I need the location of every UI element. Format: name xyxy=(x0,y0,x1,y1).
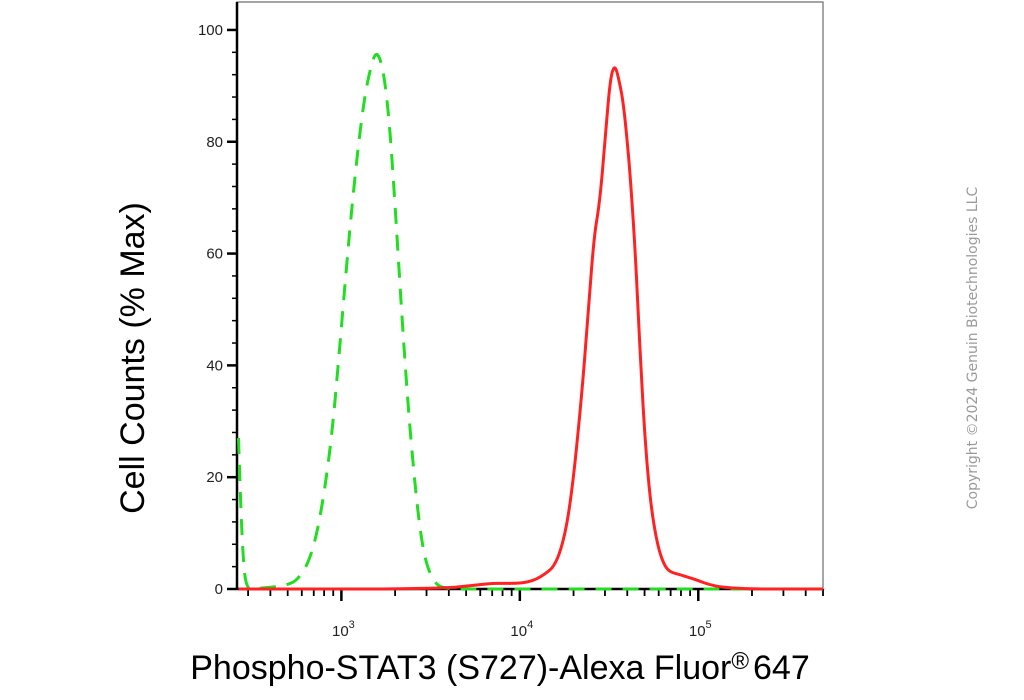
copyright-watermark: Copyright ©2024 Genuin Biotechnologies L… xyxy=(965,187,981,510)
y-tick-label: 80 xyxy=(206,134,223,151)
y-tick-label: 0 xyxy=(215,581,223,598)
x-tick-label: 103 xyxy=(332,619,355,640)
plot-frame xyxy=(235,1,824,591)
x-tick-exponent: 5 xyxy=(706,619,712,631)
x-axis-title-main: Phospho-STAT3 (S727)-Alexa Fluor xyxy=(190,649,731,687)
x-axis-title-suffix: 647 xyxy=(753,649,810,687)
y-tick-label: 100 xyxy=(198,22,223,39)
x-tick-base: 10 xyxy=(510,623,527,640)
x-axis: 103 104 105 xyxy=(247,589,824,640)
x-tick-exponent: 4 xyxy=(527,619,533,631)
x-tick-base: 10 xyxy=(689,623,706,640)
series-layer xyxy=(237,52,823,591)
x-tick-label: 104 xyxy=(510,619,533,640)
x-axis-title: Phospho-STAT3 (S727)-Alexa Fluor® 647 xyxy=(190,648,810,687)
x-tick-base: 10 xyxy=(332,623,349,640)
y-tick-label: 60 xyxy=(206,246,223,263)
y-axis-title: Cell Counts (% Max) xyxy=(114,202,152,514)
y-tick-label: 40 xyxy=(206,357,223,374)
series-line-dashed xyxy=(237,52,823,591)
series-line-solid xyxy=(238,66,823,591)
plot-border xyxy=(236,1,824,590)
x-tick-exponent: 3 xyxy=(349,619,355,631)
x-axis-title-registered: ® xyxy=(731,648,749,675)
y-axis: 0 20 40 60 80 100 xyxy=(198,22,237,598)
x-tick-label: 105 xyxy=(689,619,712,640)
y-tick-label: 20 xyxy=(206,469,223,486)
